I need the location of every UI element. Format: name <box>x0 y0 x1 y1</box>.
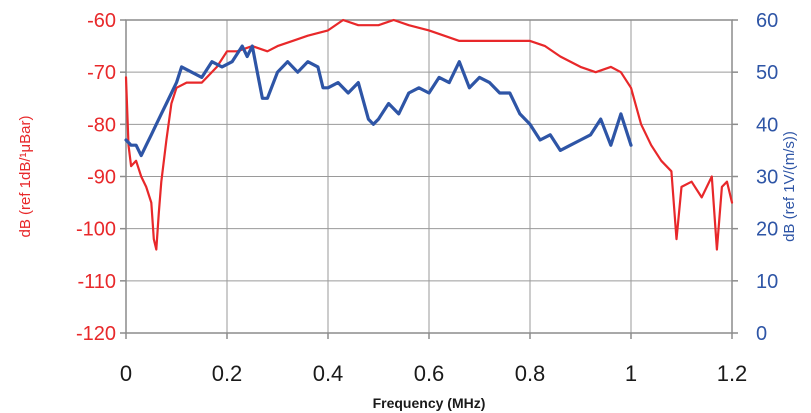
tick-label-x: 1.2 <box>717 361 748 386</box>
series-line-left-axis <box>124 18 734 251</box>
y-axis-title-right: dB (ref 1V/(m/s)) <box>781 131 798 242</box>
tick-label-x: 0.6 <box>414 361 445 386</box>
tick-label-x: 1 <box>625 361 637 386</box>
y-axis-title-left: dB (ref 1dB/¹μBar) <box>17 115 34 237</box>
tick-label-left: -60 <box>87 10 116 32</box>
left-axis-ticks: -60 -70 -80 -90 -100 -110 -120 <box>76 10 126 345</box>
series-layer <box>124 18 734 251</box>
tick-label-x: 0 <box>120 361 132 386</box>
x-axis-ticks: 0 0.2 0.4 0.6 0.8 1 1.2 <box>120 333 747 386</box>
tick-label-left: -100 <box>76 219 116 241</box>
tick-label-left: -80 <box>87 114 116 136</box>
tick-label-right: 10 <box>756 271 778 293</box>
series-line-right-axis <box>124 44 633 158</box>
tick-label-right: 20 <box>756 219 778 241</box>
tick-label-right: 30 <box>756 167 778 189</box>
tick-label-left: -70 <box>87 62 116 84</box>
tick-label-right: 60 <box>756 10 778 32</box>
tick-label-left: -110 <box>77 271 116 293</box>
tick-label-right: 50 <box>756 62 778 84</box>
tick-label-x: 0.8 <box>515 361 546 386</box>
tick-label-left: -120 <box>76 323 116 345</box>
tick-label-x: 0.4 <box>313 361 344 386</box>
tick-label-right: 40 <box>756 114 778 136</box>
tick-label-left: -90 <box>87 167 116 189</box>
x-axis-title: Frequency (MHz) <box>373 395 486 411</box>
tick-label-x: 0.2 <box>212 361 243 386</box>
tick-label-right: 0 <box>756 323 767 345</box>
right-axis-ticks: 60 50 40 30 20 10 0 <box>732 10 778 345</box>
